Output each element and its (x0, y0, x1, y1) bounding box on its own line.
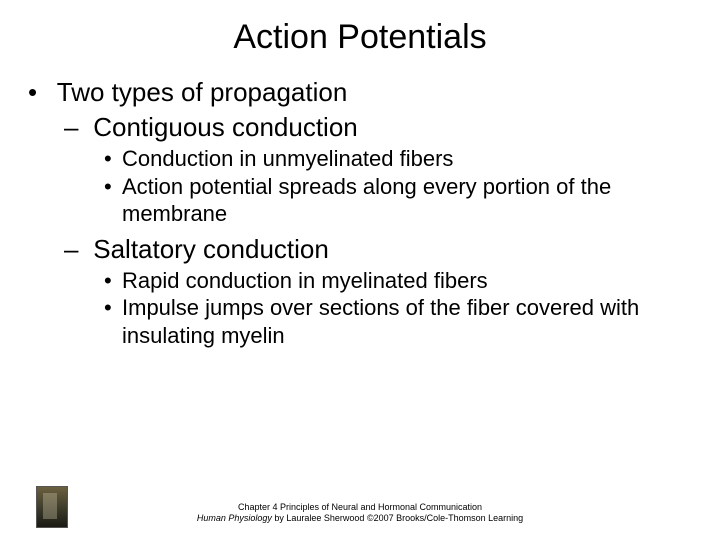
bullet-lvl3-text: Action potential spreads along every por… (122, 174, 611, 227)
bullet-lvl2-item: Contiguous conduction Conduction in unmy… (86, 112, 690, 228)
bullet-lvl2-text: Saltatory conduction (93, 234, 329, 264)
bullet-list-lvl1: Two types of propagation Contiguous cond… (50, 77, 690, 349)
slide: Action Potentials Two types of propagati… (0, 0, 720, 540)
bullet-lvl2-text: Contiguous conduction (93, 112, 358, 142)
bullet-lvl3-text: Conduction in unmyelinated fibers (122, 146, 453, 171)
bullet-lvl2-item: Saltatory conduction Rapid conduction in… (86, 234, 690, 350)
bullet-list-lvl2: Contiguous conduction Conduction in unmy… (86, 112, 690, 349)
footer-book-title: Human Physiology (197, 513, 272, 523)
footer-line1: Chapter 4 Principles of Neural and Hormo… (0, 502, 720, 513)
footer-rest: by Lauralee Sherwood ©2007 Brooks/Cole-T… (272, 513, 523, 523)
bullet-list-lvl3: Conduction in unmyelinated fibers Action… (122, 145, 690, 228)
bullet-lvl1-text: Two types of propagation (57, 77, 348, 107)
bullet-list-lvl3: Rapid conduction in myelinated fibers Im… (122, 267, 690, 350)
bullet-lvl3-item: Conduction in unmyelinated fibers (122, 145, 690, 173)
bullet-lvl1-item: Two types of propagation Contiguous cond… (50, 77, 690, 349)
bullet-lvl3-text: Impulse jumps over sections of the fiber… (122, 295, 639, 348)
footer-line2: Human Physiology by Lauralee Sherwood ©2… (0, 513, 720, 524)
bullet-lvl3-item: Rapid conduction in myelinated fibers (122, 267, 690, 295)
bullet-lvl3-text: Rapid conduction in myelinated fibers (122, 268, 488, 293)
footer: Chapter 4 Principles of Neural and Hormo… (0, 502, 720, 525)
bullet-lvl3-item: Action potential spreads along every por… (122, 173, 690, 228)
slide-title: Action Potentials (30, 18, 690, 57)
bullet-lvl3-item: Impulse jumps over sections of the fiber… (122, 294, 690, 349)
